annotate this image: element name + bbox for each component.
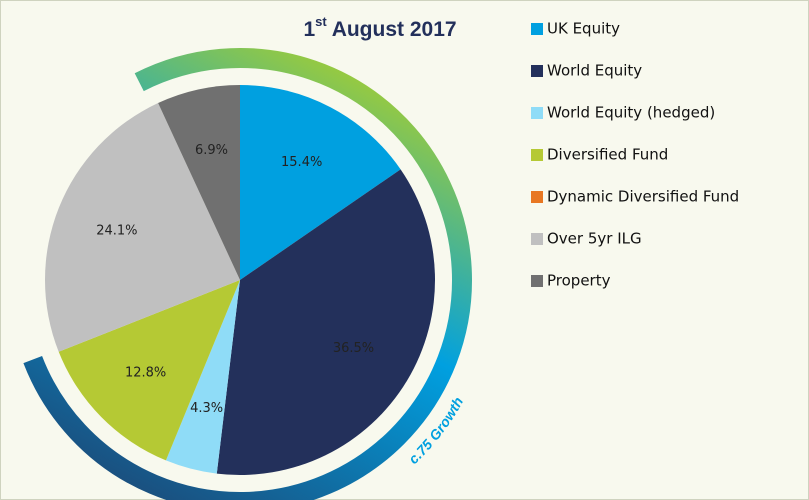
legend-label: Property: [547, 272, 611, 290]
legend-label: World Equity (hedged): [547, 104, 715, 122]
legend-swatch: [531, 275, 543, 287]
growth-band: [23, 48, 472, 500]
legend-swatch: [531, 23, 543, 35]
value-label: 24.1%: [96, 223, 137, 238]
title-suffix: st: [315, 14, 327, 29]
chart-title: 1st August 2017: [303, 14, 456, 40]
value-label: 4.3%: [190, 401, 223, 416]
legend-label: Over 5yr ILG: [547, 230, 642, 248]
legend-swatch: [531, 191, 543, 203]
pie-slice: [165, 280, 240, 474]
legend-swatch: [531, 233, 543, 245]
legend-swatch: [531, 65, 543, 77]
value-label: 6.9%: [195, 143, 228, 158]
legend-swatch: [531, 107, 543, 119]
pie-slice: [58, 280, 240, 461]
pie-slice: [45, 103, 241, 352]
value-label: 12.8%: [125, 366, 166, 381]
pie-slice: [240, 85, 401, 280]
title-rest: August 2017: [332, 18, 457, 41]
value-label: 15.4%: [281, 155, 322, 170]
value-label: 36.5%: [333, 341, 374, 356]
pie-slice: [216, 169, 436, 476]
legend-label: Diversified Fund: [547, 146, 668, 164]
legend-label: UK Equity: [547, 20, 620, 38]
legend-label: World Equity: [547, 62, 642, 80]
title-day: 1: [303, 18, 315, 41]
legend-label: Dynamic Diversified Fund: [547, 188, 739, 206]
legend-swatch: [531, 149, 543, 161]
pie-slice: [158, 85, 240, 280]
